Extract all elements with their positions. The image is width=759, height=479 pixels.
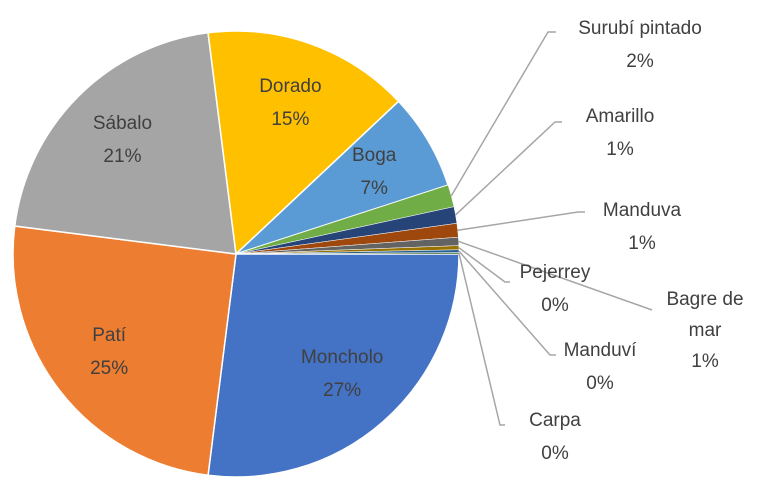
category-label: Bagre de mar bbox=[666, 289, 744, 341]
pie-slice bbox=[13, 31, 237, 255]
value-label: 7% bbox=[360, 178, 388, 200]
value-label: 0% bbox=[541, 295, 569, 316]
category-label: Amarillo bbox=[585, 106, 655, 127]
pie-slice bbox=[207, 253, 460, 478]
data-label: Manduva 1% bbox=[603, 194, 681, 260]
value-label: 1% bbox=[691, 351, 719, 372]
leader-line bbox=[458, 253, 505, 426]
pie-slice bbox=[12, 225, 237, 477]
value-label: 27% bbox=[323, 380, 362, 402]
data-label: Pejerrey 0% bbox=[520, 256, 591, 322]
value-label: 0% bbox=[541, 443, 569, 464]
value-label: 15% bbox=[271, 108, 310, 130]
leader-line bbox=[455, 121, 562, 216]
data-label: Sábalo 21% bbox=[93, 107, 152, 173]
category-label: Manduva bbox=[602, 200, 682, 221]
data-label: Patí 25% bbox=[90, 319, 128, 385]
value-label: 1% bbox=[628, 233, 656, 254]
category-label: Patí bbox=[92, 325, 127, 347]
data-label: Surubí pintado 2% bbox=[578, 12, 702, 78]
leader-line bbox=[458, 247, 510, 283]
data-label: Moncholo 27% bbox=[301, 341, 383, 407]
category-label: Sábalo bbox=[92, 113, 153, 135]
category-label: Dorado bbox=[259, 75, 322, 97]
category-label: Moncholo bbox=[300, 347, 384, 369]
data-label: Manduví 0% bbox=[564, 334, 637, 400]
value-label: 0% bbox=[586, 373, 614, 394]
data-label: Bagre de mar 1% bbox=[657, 284, 753, 377]
value-label: 1% bbox=[606, 139, 634, 160]
leader-line bbox=[458, 250, 556, 356]
value-label: 2% bbox=[626, 51, 654, 72]
leader-line bbox=[457, 211, 585, 231]
category-label: Surubí pintado bbox=[578, 18, 702, 39]
value-label: 21% bbox=[103, 146, 142, 168]
leader-line bbox=[458, 240, 653, 311]
data-label: Carpa 0% bbox=[529, 404, 581, 470]
category-label: Boga bbox=[352, 145, 397, 167]
pie-slice bbox=[207, 30, 400, 256]
leader-line bbox=[450, 31, 556, 197]
data-label: Boga 7% bbox=[352, 139, 396, 205]
data-label: Dorado 15% bbox=[259, 70, 321, 136]
data-label: Amarillo 1% bbox=[586, 100, 655, 166]
category-label: Pejerrey bbox=[519, 262, 591, 283]
category-label: Manduví bbox=[563, 340, 637, 361]
value-label: 25% bbox=[90, 358, 129, 380]
category-label: Carpa bbox=[529, 410, 581, 431]
